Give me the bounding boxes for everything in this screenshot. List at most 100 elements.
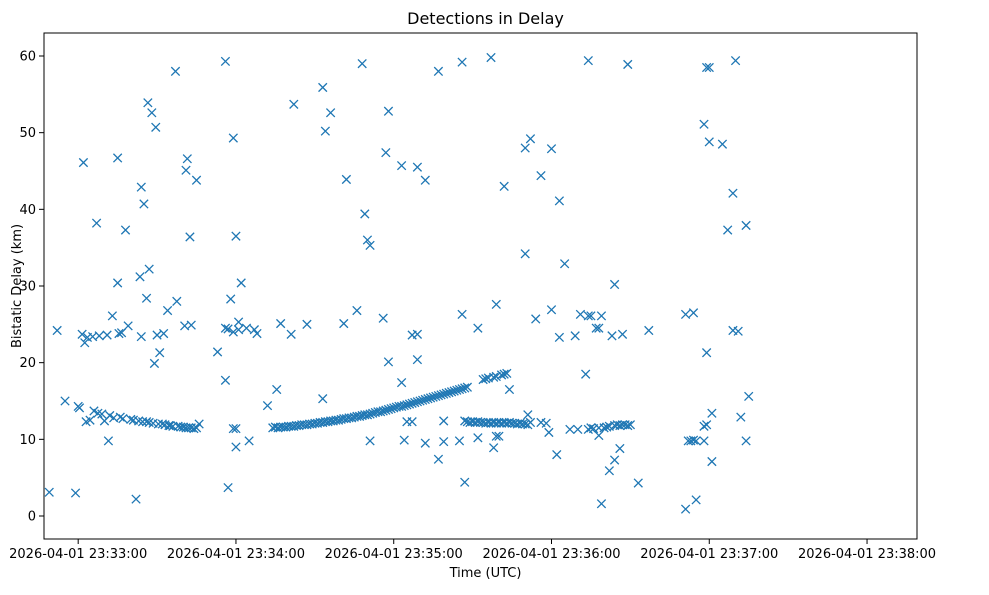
data-point-marker [615, 443, 625, 454]
data-point-marker [149, 358, 160, 369]
data-point-marker [491, 299, 501, 310]
data-point-marker [103, 436, 114, 446]
data-point-marker [236, 278, 246, 288]
plot-background [44, 33, 917, 539]
data-point-marker [460, 477, 470, 487]
data-point-marker [680, 309, 691, 320]
data-point-marker [491, 371, 501, 382]
data-point-marker [473, 323, 483, 333]
data-point-marker [241, 323, 252, 333]
data-point-marker [383, 404, 394, 415]
data-point-marker [423, 394, 433, 404]
data-point-marker [252, 328, 262, 339]
data-point-marker [736, 412, 746, 422]
data-point-marker [158, 328, 169, 339]
data-point-marker [362, 235, 373, 245]
data-point-marker [399, 400, 409, 411]
data-point-marker [730, 55, 741, 66]
data-point-marker [596, 499, 607, 509]
data-point-marker [433, 390, 444, 401]
data-point-marker [457, 384, 467, 394]
data-point-marker [412, 354, 423, 365]
data-point-marker [151, 122, 161, 132]
data-point-marker [741, 436, 751, 446]
data-point-marker [191, 175, 202, 185]
data-point-marker [147, 108, 157, 118]
data-point-marker [570, 331, 580, 341]
data-point-marker [396, 377, 407, 388]
data-point-marker [412, 397, 423, 407]
data-point-marker [523, 410, 533, 420]
data-point-marker [520, 249, 530, 259]
data-point-marker [320, 126, 331, 136]
data-point-marker [114, 328, 124, 339]
data-point-marker [362, 410, 373, 420]
data-point-marker [354, 411, 365, 421]
data-point-marker [386, 404, 396, 414]
data-point-marker [223, 482, 233, 493]
data-point-marker [496, 370, 507, 380]
data-point-marker [741, 220, 751, 231]
data-point-marker [688, 308, 699, 318]
data-point-marker [460, 416, 470, 426]
data-point-marker [141, 293, 152, 303]
data-point-marker [365, 240, 375, 251]
data-point-marker [383, 357, 394, 367]
data-point-marker [275, 318, 286, 329]
data-point-marker [365, 436, 375, 446]
data-point-marker [220, 56, 231, 67]
data-point-marker [318, 394, 328, 404]
data-point-marker [478, 374, 488, 385]
data-point-marker [617, 329, 628, 339]
data-point-marker [220, 323, 231, 333]
data-point-marker [186, 320, 196, 330]
data-point-marker [439, 416, 449, 426]
y-tick-label: 30 [19, 280, 36, 295]
data-point-marker [420, 175, 430, 185]
data-point-marker [581, 369, 591, 379]
data-point-marker [525, 134, 536, 144]
data-point-marker [170, 66, 181, 76]
data-point-marker [231, 442, 241, 452]
data-point-marker [182, 154, 192, 164]
data-point-marker [120, 225, 131, 235]
data-point-marker [302, 319, 312, 329]
data-point-marker [680, 504, 691, 514]
data-point-marker [536, 170, 546, 181]
data-point-marker [233, 325, 244, 335]
data-point-marker [609, 279, 620, 290]
data-point-marker [554, 332, 565, 343]
data-point-marker [504, 384, 515, 395]
data-point-marker [688, 435, 699, 445]
data-point-marker [454, 436, 465, 446]
data-point-marker [701, 348, 712, 358]
data-point-marker [583, 55, 593, 66]
data-point-marker [473, 433, 483, 443]
data-point-marker [591, 323, 601, 333]
data-point-marker [491, 431, 501, 441]
data-point-marker [431, 391, 441, 402]
data-point-marker [607, 331, 617, 341]
data-point-marker [544, 427, 554, 438]
data-point-marker [594, 430, 604, 441]
data-point-marker [446, 387, 457, 397]
data-point-marker [502, 368, 512, 379]
data-point-marker [717, 139, 728, 149]
data-point-marker [520, 419, 530, 429]
data-point-marker [226, 294, 236, 304]
x-tick-label: 2026-04-01 23:34:00 [167, 547, 305, 562]
x-tick-label: 2026-04-01 23:36:00 [482, 547, 620, 562]
data-point-marker [599, 423, 609, 433]
data-point-marker [462, 382, 473, 392]
data-point-marker [623, 59, 633, 70]
data-point-marker [541, 418, 551, 428]
data-point-marker [723, 225, 733, 235]
x-tick-label: 2026-04-01 23:37:00 [640, 547, 778, 562]
data-point-marker [52, 325, 62, 336]
y-tick-label: 20 [19, 356, 36, 371]
data-point-marker [586, 311, 596, 321]
data-point-marker [428, 392, 438, 402]
data-point-marker [596, 311, 607, 321]
data-point-marker [420, 438, 430, 448]
